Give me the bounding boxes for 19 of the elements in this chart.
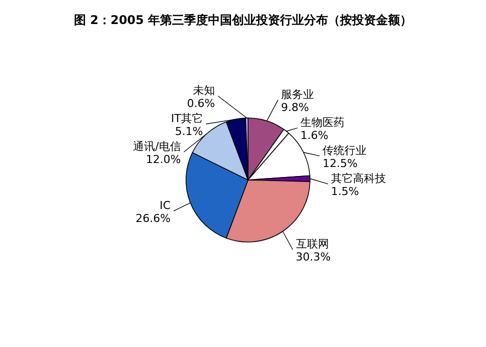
slice-label: IT其它 [171,112,203,126]
slice-label: 传统行业 [322,144,367,157]
data-label: 5.1% [175,125,203,138]
slice-label: 未知 [193,84,215,98]
data-label: 1.6% [300,128,328,142]
data-label: 9.8% [281,100,309,114]
data-label: 0.6% [187,97,215,110]
data-label: 26.6% [136,212,171,225]
data-label: 30.3% [296,250,331,264]
slice-label: IC [160,198,171,212]
data-label: 12.5% [322,156,358,170]
slice-label: 其它高科技 [330,172,386,185]
data-label: 1.5% [330,184,359,198]
chart-title: 图 2：2005 年第三季度中国创业投资行业分布（按投资金额） [74,13,412,27]
data-label: 12.0% [146,153,181,166]
slice-label: 生物医药 [300,116,344,129]
slice-label: 通讯/电信 [133,140,181,154]
slice-label: 互联网 [296,238,329,251]
slice-label: 服务业 [281,88,314,101]
